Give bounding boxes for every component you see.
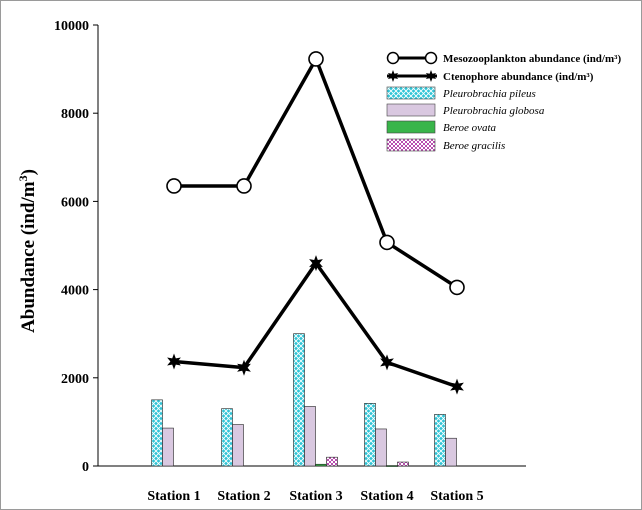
star-marker bbox=[237, 359, 251, 376]
y-axis-ticks: 0 2000 4000 6000 8000 10000 bbox=[54, 19, 98, 475]
circle-marker bbox=[308, 51, 324, 67]
y-tick-label: 8000 bbox=[61, 107, 89, 122]
y-tick-label: 10000 bbox=[54, 19, 89, 34]
legend-bar-swatch bbox=[386, 103, 436, 117]
bar bbox=[293, 333, 305, 467]
y-tick-label: 4000 bbox=[61, 284, 89, 299]
star-marker bbox=[167, 353, 181, 370]
bar bbox=[304, 406, 316, 467]
bar bbox=[434, 414, 446, 467]
bar bbox=[386, 465, 398, 467]
bar bbox=[326, 456, 338, 467]
legend-circle-marker bbox=[386, 51, 400, 65]
x-axis-ticks: Station 1 Station 2 Station 3 Station 4 Stat… bbox=[147, 489, 483, 504]
bar bbox=[221, 408, 233, 467]
bar bbox=[445, 437, 457, 467]
legend-star-marker bbox=[425, 70, 437, 82]
x-tick-label: Station 4 bbox=[360, 489, 413, 504]
circle-marker bbox=[379, 234, 395, 251]
legend-label: Pleurobrachia globosa bbox=[442, 105, 545, 117]
star-marker bbox=[380, 354, 394, 371]
circle-marker bbox=[166, 178, 182, 194]
y-tick-label: 2000 bbox=[61, 372, 89, 387]
legend-star-marker bbox=[387, 70, 399, 82]
star-marker bbox=[450, 378, 464, 395]
bar bbox=[162, 427, 174, 467]
legend-circle-marker bbox=[424, 51, 438, 65]
circle-marker bbox=[236, 178, 252, 194]
circle-marker bbox=[449, 279, 465, 296]
bar bbox=[151, 399, 163, 467]
star-marker bbox=[309, 255, 323, 272]
legend-bar-swatch bbox=[386, 138, 436, 152]
y-tick-label: 6000 bbox=[61, 195, 89, 210]
legend: Mesozooplankton abundance (ind/m³) Ctenop… bbox=[386, 51, 621, 152]
x-tick-label: Station 3 bbox=[289, 489, 342, 504]
bar bbox=[232, 424, 244, 467]
y-axis-label: Abundance (ind/m3) bbox=[16, 169, 39, 333]
bar-series bbox=[151, 333, 457, 467]
legend-label: Beroe gracilis bbox=[443, 140, 505, 152]
x-tick-label: Station 1 bbox=[147, 489, 200, 504]
x-tick-label: Station 5 bbox=[430, 489, 483, 504]
bar bbox=[397, 461, 409, 467]
legend-bar-swatch bbox=[386, 86, 436, 100]
x-tick-label: Station 2 bbox=[217, 489, 270, 504]
y-tick-label: 0 bbox=[82, 460, 89, 475]
legend-label: Pleurobrachia pileus bbox=[442, 88, 536, 100]
legend-label: Beroe ovata bbox=[443, 122, 497, 134]
bar bbox=[364, 403, 376, 467]
legend-label: Ctenophore abundance (ind/m³) bbox=[443, 71, 594, 83]
legend-bar-swatch bbox=[386, 120, 436, 134]
legend-label: Mesozooplankton abundance (ind/m³) bbox=[443, 53, 621, 65]
line-series bbox=[166, 51, 465, 395]
bar bbox=[375, 428, 387, 467]
ctenophore-line bbox=[173, 261, 458, 389]
bar bbox=[315, 463, 327, 467]
